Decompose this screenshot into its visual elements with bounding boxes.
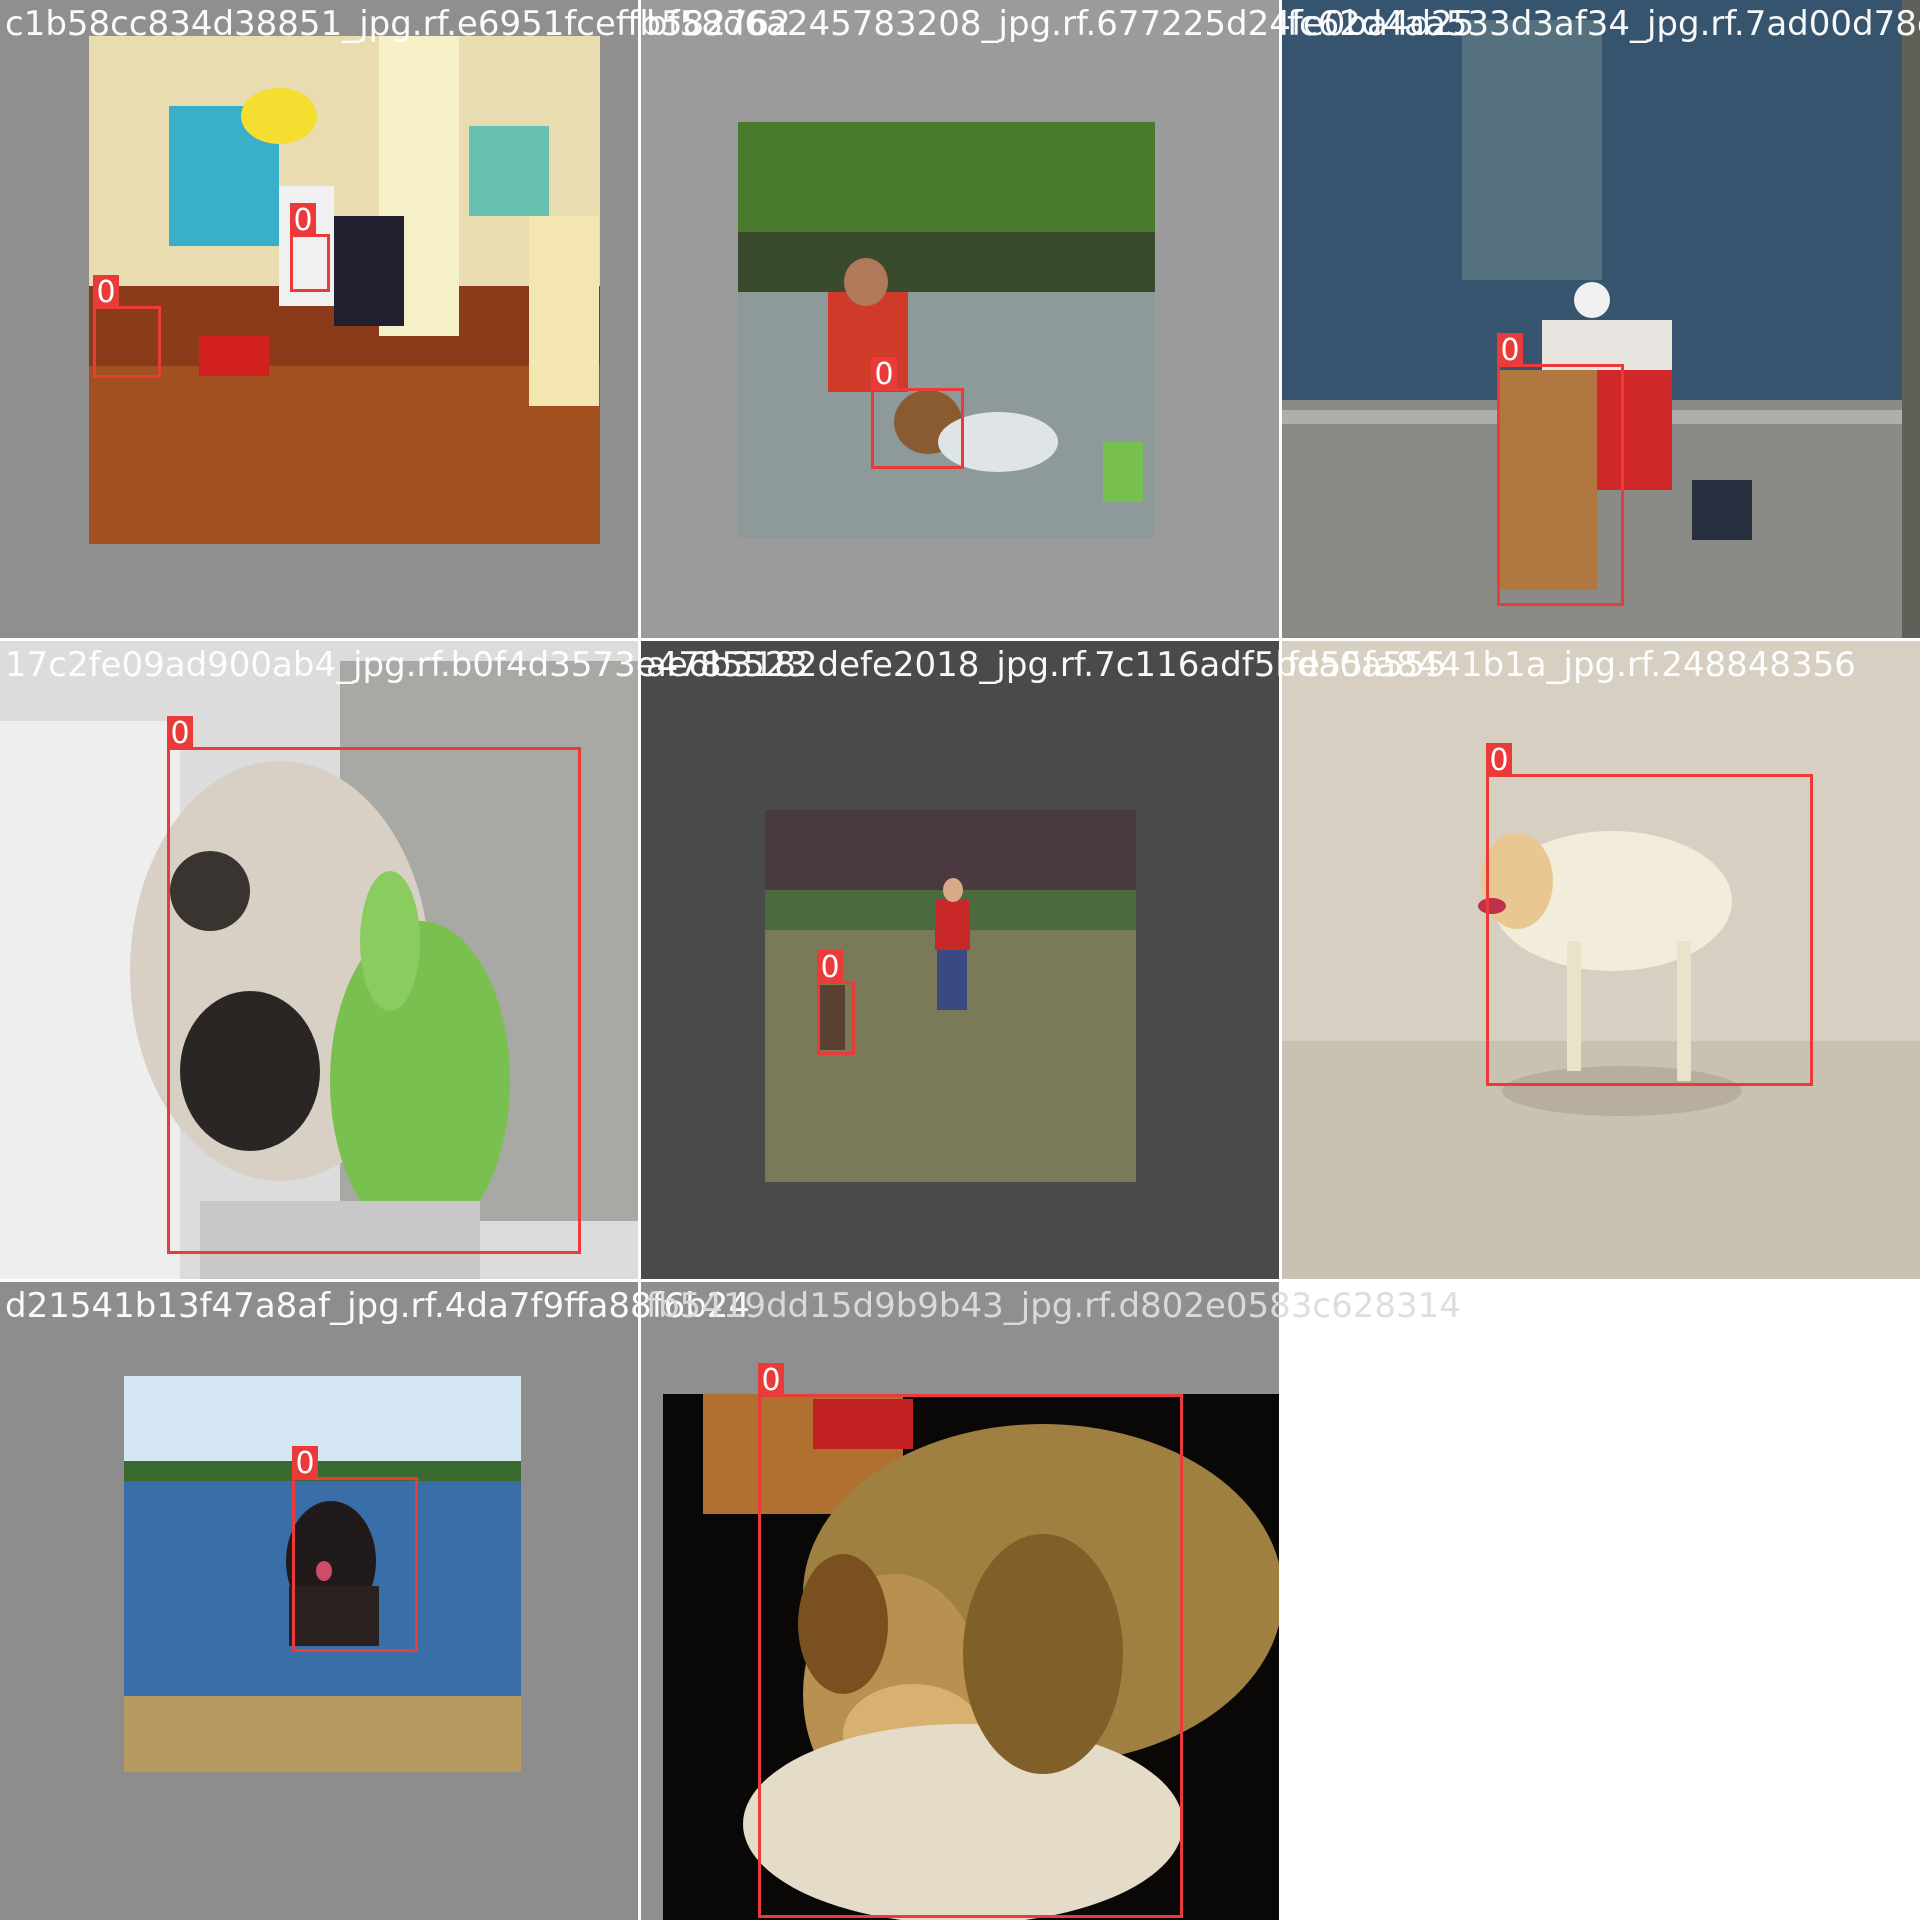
class-label: 0 [167,716,193,751]
mosaic-tile: 0 [1282,0,1920,638]
class-label: 0 [93,275,119,310]
mosaic-tile: 0 [1282,641,1920,1279]
detection-box: 0 [93,275,161,378]
tile-photo [663,1394,1279,1920]
mosaic-tile: 0 [0,641,638,1279]
mosaic-tile: 0 [641,0,1279,638]
tile-photo [738,122,1155,538]
tile-photo [89,36,600,544]
tile-photo [1282,641,1920,1279]
detection-box: 0 [758,1363,1183,1918]
detection-box: 0 [167,716,581,1254]
detection-box: 0 [290,203,330,292]
tile-divider [0,639,1920,641]
class-label: 0 [292,1446,318,1481]
mosaic-tile: 0 [641,641,1279,1279]
tile-divider [639,0,641,1920]
detection-box: 0 [1486,743,1813,1086]
class-label: 0 [758,1363,784,1398]
class-label: 0 [817,950,843,985]
mosaic-tile: 0 [0,1282,638,1920]
class-label: 0 [1497,333,1523,368]
tile-photo [1282,0,1920,638]
mosaic-tile: 0 0 [0,0,638,638]
tile-divider [0,1280,1280,1282]
detection-box: 0 [817,950,855,1055]
detection-box: 0 [1497,333,1624,606]
detection-box: 0 [292,1446,418,1652]
class-label: 0 [871,357,897,392]
detection-box: 0 [871,357,964,469]
tile-photo [124,1376,521,1772]
class-label: 0 [1486,743,1512,778]
class-label: 0 [290,203,316,238]
mosaic-tile: 0 [641,1282,1279,1920]
